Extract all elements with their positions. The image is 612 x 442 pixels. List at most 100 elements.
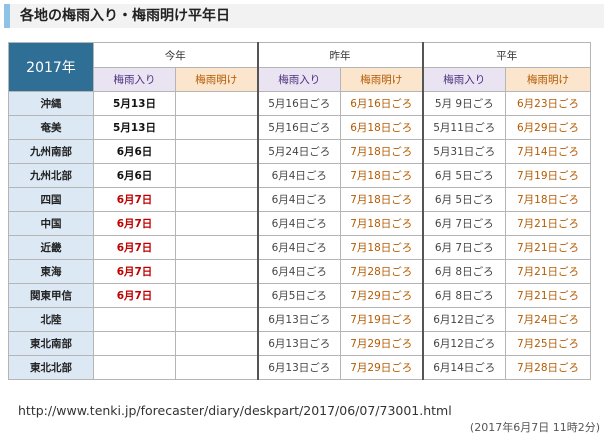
region-cell: 九州南部	[8, 139, 94, 164]
date-cell	[175, 331, 258, 356]
date-cell: 6月5日ごろ	[256, 283, 341, 308]
date-cell: 6月13日ごろ	[256, 355, 341, 380]
date-cell: 6月4日ごろ	[256, 211, 341, 236]
subheader: 梅雨入り	[421, 67, 506, 92]
date-cell: 7月25日ごろ	[505, 331, 591, 356]
date-cell	[93, 355, 176, 380]
subheader: 梅雨入り	[256, 67, 341, 92]
date-cell: 7月29日ごろ	[340, 331, 423, 356]
data-row: 東海 6月7日 6月4日ごろ 7月28日ごろ 6月 8日ごろ 7月21日ごろ	[8, 259, 591, 284]
date-cell: 6月7日	[93, 235, 176, 260]
date-cell: 6月13日ごろ	[256, 307, 341, 332]
date-cell	[175, 91, 258, 116]
subheader: 梅雨明け	[175, 67, 258, 92]
header-row: 2017年 今年 昨年 平年	[8, 42, 591, 92]
date-cell	[93, 331, 176, 356]
subheader: 梅雨明け	[505, 67, 591, 92]
date-cell: 6月13日ごろ	[256, 331, 341, 356]
date-cell	[175, 235, 258, 260]
date-cell: 6月 5日ごろ	[421, 163, 506, 188]
data-row: 九州北部 6月6日 6月4日ごろ 7月18日ごろ 6月 5日ごろ 7月19日ごろ	[8, 163, 591, 188]
date-cell: 5月13日	[93, 115, 176, 140]
date-cell: 6月12日ごろ	[421, 331, 506, 356]
date-cell	[175, 307, 258, 332]
corner-cell: 2017年	[8, 42, 94, 92]
date-cell: 7月28日ごろ	[340, 259, 423, 284]
date-cell: 7月21日ごろ	[505, 235, 591, 260]
date-cell: 6月 7日ごろ	[421, 211, 506, 236]
date-cell: 7月18日ごろ	[340, 139, 423, 164]
date-cell: 6月 7日ごろ	[421, 235, 506, 260]
date-cell: 7月29日ごろ	[340, 283, 423, 308]
date-cell: 6月23日ごろ	[505, 91, 591, 116]
date-cell: 6月 5日ごろ	[421, 187, 506, 212]
region-cell: 九州北部	[8, 163, 94, 188]
region-cell: 四国	[8, 187, 94, 212]
group-header: 昨年	[256, 42, 423, 68]
date-cell: 6月7日	[93, 259, 176, 284]
date-cell: 7月14日ごろ	[505, 139, 591, 164]
date-cell: 6月6日	[93, 139, 176, 164]
date-cell	[175, 355, 258, 380]
group-header: 平年	[421, 42, 591, 68]
date-cell: 5月13日	[93, 91, 176, 116]
date-cell: 6月7日	[93, 187, 176, 212]
date-cell: 6月4日ごろ	[256, 235, 341, 260]
date-cell: 7月18日ごろ	[505, 187, 591, 212]
date-cell: 6月 8日ごろ	[421, 259, 506, 284]
date-cell: 7月18日ごろ	[340, 235, 423, 260]
date-cell	[175, 115, 258, 140]
region-cell: 東北南部	[8, 331, 94, 356]
date-cell: 6月18日ごろ	[340, 115, 423, 140]
data-row: 東北北部 6月13日ごろ 7月29日ごろ 6月14日ごろ 7月28日ごろ	[8, 355, 591, 380]
date-cell: 7月24日ごろ	[505, 307, 591, 332]
date-cell: 6月7日	[93, 283, 176, 308]
date-cell: 7月19日ごろ	[505, 163, 591, 188]
date-cell: 7月21日ごろ	[505, 211, 591, 236]
date-cell: 6月4日ごろ	[256, 187, 341, 212]
data-row: 奄美 5月13日 5月16日ごろ 6月18日ごろ 5月11日ごろ 6月29日ごろ	[8, 115, 591, 140]
date-cell: 7月29日ごろ	[340, 355, 423, 380]
date-cell: 5月11日ごろ	[421, 115, 506, 140]
data-row: 北陸 6月13日ごろ 7月19日ごろ 6月12日ごろ 7月24日ごろ	[8, 307, 591, 332]
group-header: 今年	[93, 42, 258, 68]
subheader: 梅雨入り	[93, 67, 176, 92]
data-row: 九州南部 6月6日 5月24日ごろ 7月18日ごろ 5月31日ごろ 7月14日ごろ	[8, 139, 591, 164]
region-cell: 東海	[8, 259, 94, 284]
region-cell: 関東甲信	[8, 283, 94, 308]
subheader: 梅雨明け	[340, 67, 423, 92]
data-row: 関東甲信 6月7日 6月5日ごろ 7月29日ごろ 6月 8日ごろ 7月21日ごろ	[8, 283, 591, 308]
date-cell: 6月4日ごろ	[256, 163, 341, 188]
date-cell	[93, 307, 176, 332]
rainy-season-table: 2017年 今年 昨年 平年 梅雨入り 梅雨明け 梅雨入り 梅雨明け 梅雨入り 梅雨明け 沖縄 5月…	[8, 42, 591, 380]
data-row: 四国 6月7日 6月4日ごろ 7月18日ごろ 6月 5日ごろ 7月18日ごろ	[8, 187, 591, 212]
subheader-row: 梅雨入り 梅雨明け 梅雨入り 梅雨明け 梅雨入り 梅雨明け	[9, 67, 591, 92]
date-cell	[175, 283, 258, 308]
date-cell: 6月6日	[93, 163, 176, 188]
date-cell: 6月7日	[93, 211, 176, 236]
date-cell: 7月18日ごろ	[340, 163, 423, 188]
data-row: 沖縄 5月13日 5月16日ごろ 6月16日ごろ 5月 9日ごろ 6月23日ごろ	[8, 91, 591, 116]
region-cell: 近畿	[8, 235, 94, 260]
date-cell: 5月16日ごろ	[256, 115, 341, 140]
table-body: 沖縄 5月13日 5月16日ごろ 6月16日ごろ 5月 9日ごろ 6月23日ごろ 奄美 5月1…	[8, 91, 591, 380]
date-cell	[175, 187, 258, 212]
date-cell: 5月24日ごろ	[256, 139, 341, 164]
date-cell: 6月29日ごろ	[505, 115, 591, 140]
date-cell: 7月19日ごろ	[340, 307, 423, 332]
date-cell: 5月16日ごろ	[256, 91, 341, 116]
date-cell: 7月21日ごろ	[505, 283, 591, 308]
region-cell: 奄美	[8, 115, 94, 140]
date-cell: 5月 9日ごろ	[421, 91, 506, 116]
date-cell: 7月21日ごろ	[505, 259, 591, 284]
data-row: 東北南部 6月13日ごろ 7月29日ごろ 6月12日ごろ 7月25日ごろ	[8, 331, 591, 356]
date-cell: 7月28日ごろ	[505, 355, 591, 380]
date-cell	[175, 259, 258, 284]
date-cell: 6月 8日ごろ	[421, 283, 506, 308]
region-cell: 北陸	[8, 307, 94, 332]
date-cell: 7月18日ごろ	[340, 211, 423, 236]
region-cell: 沖縄	[8, 91, 94, 116]
data-row: 中国 6月7日 6月4日ごろ 7月18日ごろ 6月 7日ごろ 7月21日ごろ	[8, 211, 591, 236]
region-cell: 東北北部	[8, 355, 94, 380]
